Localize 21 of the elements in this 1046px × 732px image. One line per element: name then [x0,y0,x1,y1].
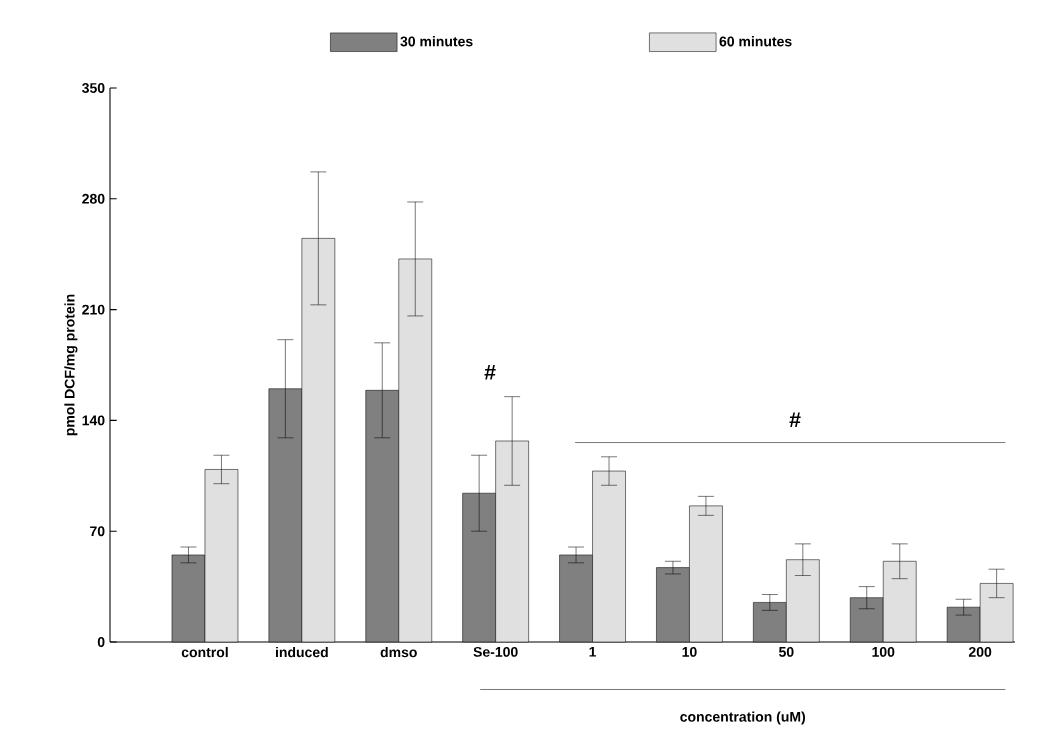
x-tick-label: 1 [589,646,597,657]
x-tick-label: 200 [968,646,992,657]
legend-label: 60 minutes [719,36,792,47]
x-tick-label: 50 [778,646,794,657]
y-tick-label: 210 [82,304,105,315]
y-tick-label: 350 [82,83,105,93]
x-tick-label: dmso [380,646,417,658]
x-tick-label: induced [276,646,328,658]
y-tick-label: 0 [97,637,105,647]
y-axis-title: pmol DCF/mg protein [64,294,78,436]
x-axis-title: concentration (uM) [680,711,806,725]
legend-label: 30 minutes [400,36,473,47]
x-tick-label: control [181,646,228,658]
x-tick-label: 10 [682,646,697,657]
x-tick-label: 100 [872,646,895,657]
y-tick-label: 280 [82,193,105,204]
annotation: # [484,364,496,380]
y-tick-label: 70 [90,526,105,537]
y-tick-label: 140 [82,415,105,426]
x-tick-label: Se-100 [473,646,518,657]
ref-line-label: # [789,412,801,427]
